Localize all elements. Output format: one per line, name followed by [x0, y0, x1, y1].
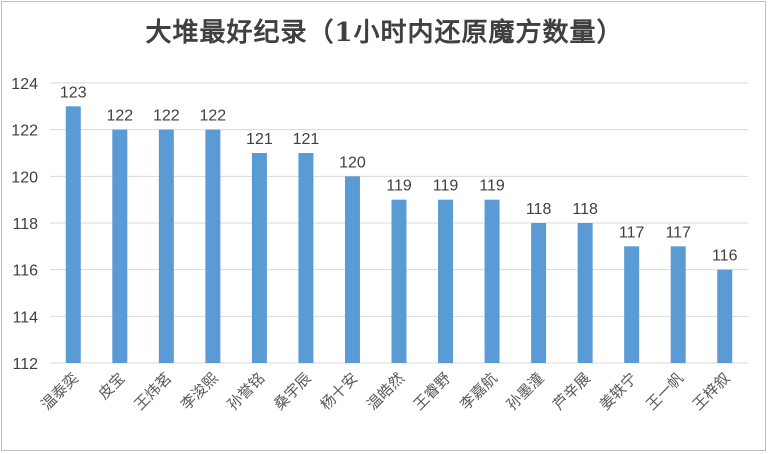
x-tick-label: 王梓叙	[689, 369, 734, 414]
x-tick-label: 温皓然	[363, 369, 408, 414]
data-label: 118	[526, 201, 552, 218]
bar	[344, 176, 360, 363]
bar	[484, 199, 500, 363]
x-tick-label: 孙墨潼	[503, 369, 548, 414]
x-tick-label: 孙誉铭	[224, 369, 269, 414]
data-label: 123	[60, 84, 87, 101]
bar	[158, 129, 174, 363]
bar	[717, 269, 733, 363]
data-label: 119	[479, 178, 505, 195]
bar	[438, 199, 454, 363]
bar	[391, 199, 407, 363]
y-tick-label: 124	[11, 76, 38, 93]
bar	[65, 106, 81, 363]
y-axis-ticks: 112 114 116 118 120 122 124	[11, 76, 38, 373]
data-label: 117	[619, 224, 645, 241]
x-tick-label: 桑宇辰	[270, 369, 315, 414]
bar	[624, 246, 640, 363]
data-label: 120	[339, 154, 366, 171]
data-label: 119	[386, 178, 412, 195]
y-tick-label: 114	[12, 309, 38, 326]
bar	[251, 153, 267, 363]
data-label: 122	[153, 108, 180, 125]
x-tick-label: 皮宝	[95, 369, 129, 403]
y-tick-label: 112	[12, 356, 38, 373]
data-label: 121	[293, 131, 320, 148]
x-tick-label: 温泰奕	[38, 369, 83, 414]
bar	[577, 223, 593, 363]
x-tick-label: 王一帆	[642, 369, 687, 414]
x-axis-ticks: 温泰奕 皮宝 王炜茗 李浚熙 孙誉铭 桑宇辰 杨十安 温皓然 王睿野 李嘉航 孙墨潼 芦辛展 姜轶宁 王一…	[38, 369, 734, 414]
data-label: 118	[572, 201, 598, 218]
data-labels: 123 122 122 122 121 121 120 119 119 119 118 118 117 1…	[60, 84, 738, 264]
x-tick-label: 李嘉航	[456, 369, 501, 414]
data-label: 117	[665, 224, 691, 241]
bar	[298, 153, 314, 363]
data-label: 122	[200, 108, 227, 125]
chart-title: 大堆最好纪录（1小时内还原魔方数量）	[145, 18, 624, 48]
data-label: 116	[712, 248, 738, 265]
x-tick-label: 芦辛展	[549, 369, 594, 414]
y-tick-label: 116	[12, 263, 38, 280]
bars	[65, 106, 733, 363]
bar	[531, 223, 547, 363]
data-label: 122	[106, 108, 133, 125]
bar	[670, 246, 686, 363]
y-tick-label: 120	[11, 169, 38, 186]
data-label: 121	[246, 131, 273, 148]
y-tick-label: 122	[11, 123, 38, 140]
x-tick-label: 李浚熙	[177, 369, 222, 414]
bar	[205, 129, 221, 363]
x-tick-label: 杨十安	[317, 369, 362, 414]
x-tick-label: 王炜茗	[131, 369, 176, 414]
data-label: 119	[433, 178, 459, 195]
y-tick-label: 118	[12, 216, 38, 233]
x-tick-label: 王睿野	[410, 369, 455, 414]
x-tick-label: 姜轶宁	[596, 369, 641, 414]
bar	[112, 129, 128, 363]
